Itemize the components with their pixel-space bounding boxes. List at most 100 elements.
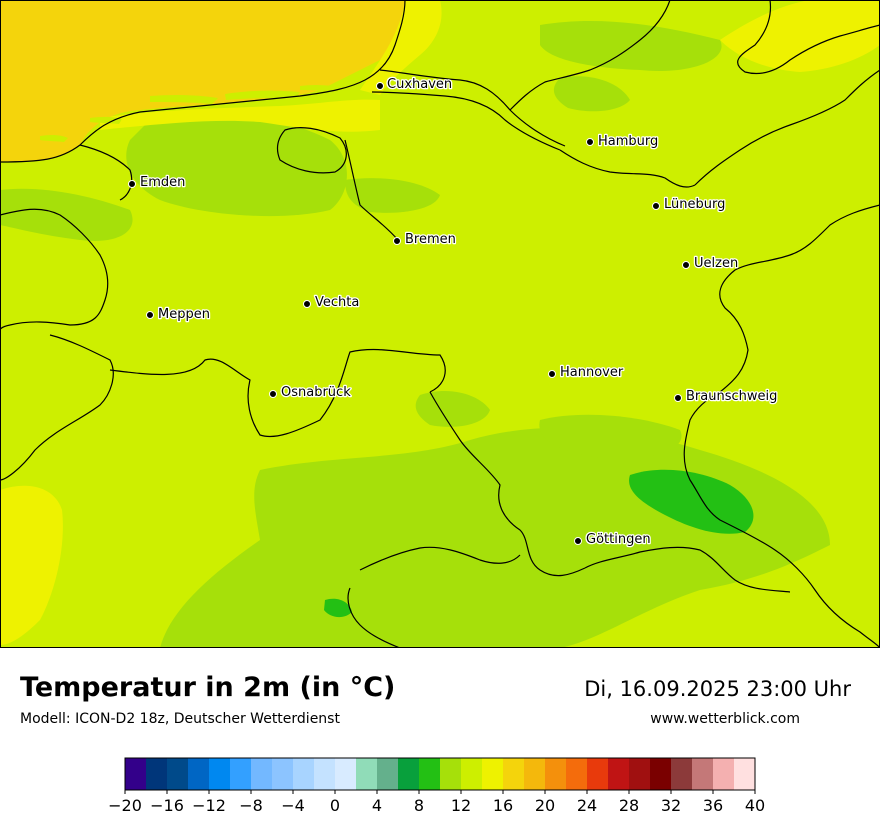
border-south — [359, 546, 521, 571]
border-schleswig — [509, 0, 671, 111]
jade-bay — [276, 127, 347, 174]
city-dot — [146, 311, 154, 319]
temperature-patch-16 — [100, 99, 380, 132]
legend-swatches — [124, 757, 756, 791]
temperature-map: Cuxhaven Hamburg Emden Lüneburg Bremen U… — [0, 0, 880, 648]
city-dot — [682, 261, 690, 269]
city-dot — [548, 370, 556, 378]
map-title: Temperatur in 2m (in °C) — [20, 672, 396, 703]
legend-swatch — [692, 758, 714, 790]
city-dot — [652, 202, 660, 210]
legend-swatch — [293, 758, 315, 790]
legend-ticks: −20 −16 −12 −8 −4 0 4 8 12 16 20 24 28 32 36 40 — [108, 790, 765, 815]
city-emden[interactable]: Emden — [128, 174, 187, 191]
legend-swatch — [314, 758, 336, 790]
boundary-lines — [0, 0, 880, 648]
legend-tick-label: −20 — [108, 796, 142, 815]
legend-swatch — [230, 758, 252, 790]
temperature-patch-16 — [720, 0, 880, 72]
city-label: Vechta — [315, 295, 359, 310]
city-label: Cuxhaven — [387, 77, 452, 92]
temperature-patch-12 — [126, 112, 347, 217]
city-cuxhaven[interactable]: Cuxhaven — [376, 76, 453, 93]
legend-swatch — [272, 758, 294, 790]
temperature-patch-10 — [629, 469, 754, 534]
border-east-sa — [683, 204, 880, 648]
temperature-patch-12 — [553, 76, 630, 112]
city-dot — [269, 390, 277, 398]
legend-swatch — [398, 758, 420, 790]
temperature-patch-12 — [345, 178, 440, 213]
legend-swatch — [146, 758, 168, 790]
city-lueneburg[interactable]: Lüneburg — [652, 196, 727, 213]
coast-northeast — [737, 0, 880, 75]
legend-swatch — [545, 758, 567, 790]
legend-swatch — [734, 758, 756, 790]
city-label: Meppen — [158, 307, 210, 322]
model-info: Modell: ICON-D2 18z, Deutscher Wetterdie… — [20, 711, 340, 727]
legend-tick-label: 12 — [451, 796, 471, 815]
city-label: Hamburg — [598, 134, 658, 149]
legend-swatch — [461, 758, 483, 790]
city-goettingen[interactable]: Göttingen — [574, 531, 652, 548]
legend-swatch — [335, 758, 357, 790]
city-label: Hannover — [560, 365, 624, 380]
legend-tick-label: 0 — [330, 796, 340, 815]
city-markers: Cuxhaven Hamburg Emden Lüneburg Bremen U… — [128, 76, 779, 548]
legend-swatch — [188, 758, 210, 790]
temperature-patch-10 — [324, 598, 352, 618]
legend-tick-label: 4 — [372, 796, 382, 815]
legend-swatch — [503, 758, 525, 790]
city-label: Uelzen — [694, 256, 738, 271]
island — [90, 116, 122, 124]
legend-swatch — [377, 758, 399, 790]
legend-tick-label: −4 — [281, 796, 305, 815]
city-dot — [574, 537, 582, 545]
temperature-patch-12 — [539, 414, 682, 459]
legend-tick-label: 20 — [535, 796, 555, 815]
coastline — [0, 0, 406, 163]
website-link[interactable]: www.wetterblick.com — [650, 711, 800, 727]
legend-swatch — [356, 758, 378, 790]
legend-swatch — [671, 758, 693, 790]
legend-tick-label: 32 — [661, 796, 681, 815]
city-label: Emden — [140, 175, 185, 190]
city-meppen[interactable]: Meppen — [146, 306, 211, 323]
city-osnabrueck[interactable]: Osnabrück — [269, 384, 352, 401]
temperature-patch-16 — [0, 485, 63, 645]
city-label: Göttingen — [586, 532, 651, 547]
legend-swatch — [566, 758, 588, 790]
border-netherlands-south — [0, 334, 114, 481]
legend-tick-label: 16 — [493, 796, 513, 815]
legend-swatch — [125, 758, 147, 790]
island — [40, 134, 68, 142]
dollart — [79, 144, 133, 201]
legend-swatch — [587, 758, 609, 790]
city-vechta[interactable]: Vechta — [303, 294, 361, 311]
border-thuringia — [584, 546, 791, 593]
city-uelzen[interactable]: Uelzen — [682, 255, 739, 272]
legend-swatch — [482, 758, 504, 790]
city-label: Bremen — [405, 232, 456, 247]
forecast-datetime: Di, 16.09.2025 23:00 Uhr — [584, 677, 851, 701]
city-dot — [586, 138, 594, 146]
city-dot — [674, 394, 682, 402]
city-label: Lüneburg — [664, 197, 725, 212]
legend-tick-label: 28 — [619, 796, 639, 815]
city-dot — [393, 237, 401, 245]
legend-tick-label: −12 — [192, 796, 226, 815]
city-hamburg[interactable]: Hamburg — [586, 133, 660, 150]
legend-swatch — [650, 758, 672, 790]
legend-swatch — [440, 758, 462, 790]
city-bremen[interactable]: Bremen — [393, 231, 457, 248]
border-southwest — [347, 587, 401, 648]
city-hannover[interactable]: Hannover — [548, 364, 625, 381]
border-hamburg — [559, 149, 696, 188]
legend-tick-label: 24 — [577, 796, 597, 815]
sea-transition — [360, 0, 442, 95]
city-braunschweig[interactable]: Braunschweig — [674, 388, 779, 405]
island — [150, 94, 218, 104]
city-label: Osnabrück — [281, 385, 351, 400]
border-netherlands — [0, 208, 109, 331]
elbe-estuary — [379, 69, 566, 147]
